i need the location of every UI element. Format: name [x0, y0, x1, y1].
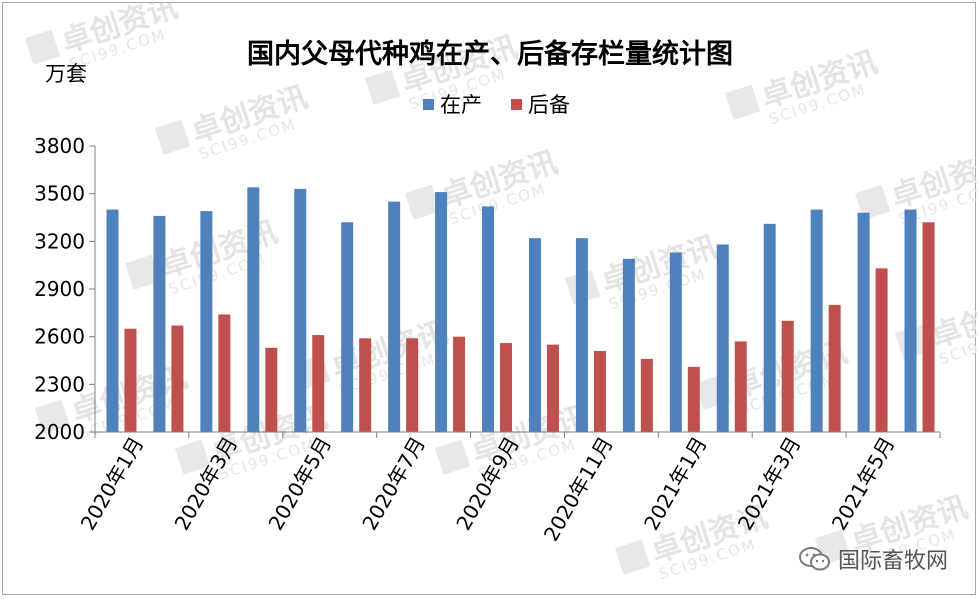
bar-series1-6 — [341, 222, 354, 432]
bar-series2-10 — [546, 344, 559, 432]
bar-series2-4 — [265, 347, 278, 432]
bar-series2-9 — [500, 343, 513, 432]
chart-title: 国内父母代种鸡在产、后备存栏量统计图 — [247, 38, 733, 70]
y-tick-label: 3200 — [34, 229, 85, 253]
bar-series1-5 — [294, 188, 307, 432]
y-axis-unit-label: 万套 — [45, 62, 87, 86]
legend-label: 在产 — [440, 93, 482, 117]
bar-series1-14 — [716, 244, 729, 432]
source-label: 国际畜牧网 — [838, 549, 949, 574]
legend-item-1: 在产 — [423, 93, 482, 117]
y-tick-label: 2600 — [34, 325, 85, 349]
x-tick-label: 2020年1月 — [76, 433, 149, 535]
y-tick-label: 3800 — [34, 134, 85, 158]
wechat-source-badge: 国际畜牧网 — [798, 544, 948, 574]
bar-series1-3 — [200, 211, 213, 432]
bar-series2-13 — [687, 366, 700, 432]
x-tick-label: 2020年7月 — [357, 432, 430, 534]
wechat-icon — [799, 547, 830, 571]
bar-series1-4 — [247, 187, 260, 432]
bar-series2-18 — [922, 222, 935, 432]
x-tick-label: 2021年3月 — [733, 433, 806, 535]
bar-series1-2 — [153, 215, 166, 432]
plot-area — [106, 187, 935, 432]
bar-series2-2 — [171, 325, 184, 432]
legend-label: 后备 — [528, 93, 570, 117]
bar-series2-5 — [312, 335, 325, 432]
bar-series2-12 — [640, 358, 653, 432]
bar-series2-3 — [218, 314, 231, 432]
y-tick-label: 2300 — [34, 372, 85, 396]
bar-series2-16 — [828, 304, 841, 432]
bar-series1-17 — [857, 212, 870, 432]
bar-series1-9 — [482, 206, 495, 432]
bar-series1-8 — [435, 192, 448, 432]
bar-series1-18 — [904, 209, 917, 432]
bar-series2-6 — [359, 338, 372, 432]
x-axis: 2020年1月 2020年3月 2020年5月 2020年7月 2020年9月 2020年… — [76, 431, 941, 545]
legend-swatch — [423, 99, 434, 110]
bar-series2-15 — [781, 320, 794, 432]
bar-series2-14 — [734, 341, 747, 432]
bar-series2-11 — [593, 350, 606, 432]
y-axis: 2000 2300 2600 2900 3200 3500 3800 — [34, 134, 96, 444]
y-tick-label: 3500 — [34, 182, 85, 206]
y-tick-label: 2000 — [34, 420, 85, 444]
y-tick-label: 2900 — [34, 277, 85, 301]
legend: 在产 后备 — [423, 93, 570, 117]
bar-series2-7 — [406, 338, 419, 432]
bar-series1-16 — [810, 209, 823, 432]
bar-series2-17 — [875, 268, 888, 432]
bar-series1-13 — [669, 252, 682, 432]
bar-series1-7 — [388, 201, 401, 432]
bar-series1-12 — [622, 258, 635, 432]
legend-swatch — [511, 99, 522, 110]
bar-series1-1 — [106, 209, 119, 432]
bar-series1-11 — [575, 238, 588, 432]
bar-series1-15 — [763, 223, 776, 432]
legend-item-2: 后备 — [511, 93, 570, 117]
bar-series2-8 — [453, 336, 466, 432]
bar-series2-1 — [124, 328, 137, 432]
bar-series1-10 — [528, 238, 541, 432]
